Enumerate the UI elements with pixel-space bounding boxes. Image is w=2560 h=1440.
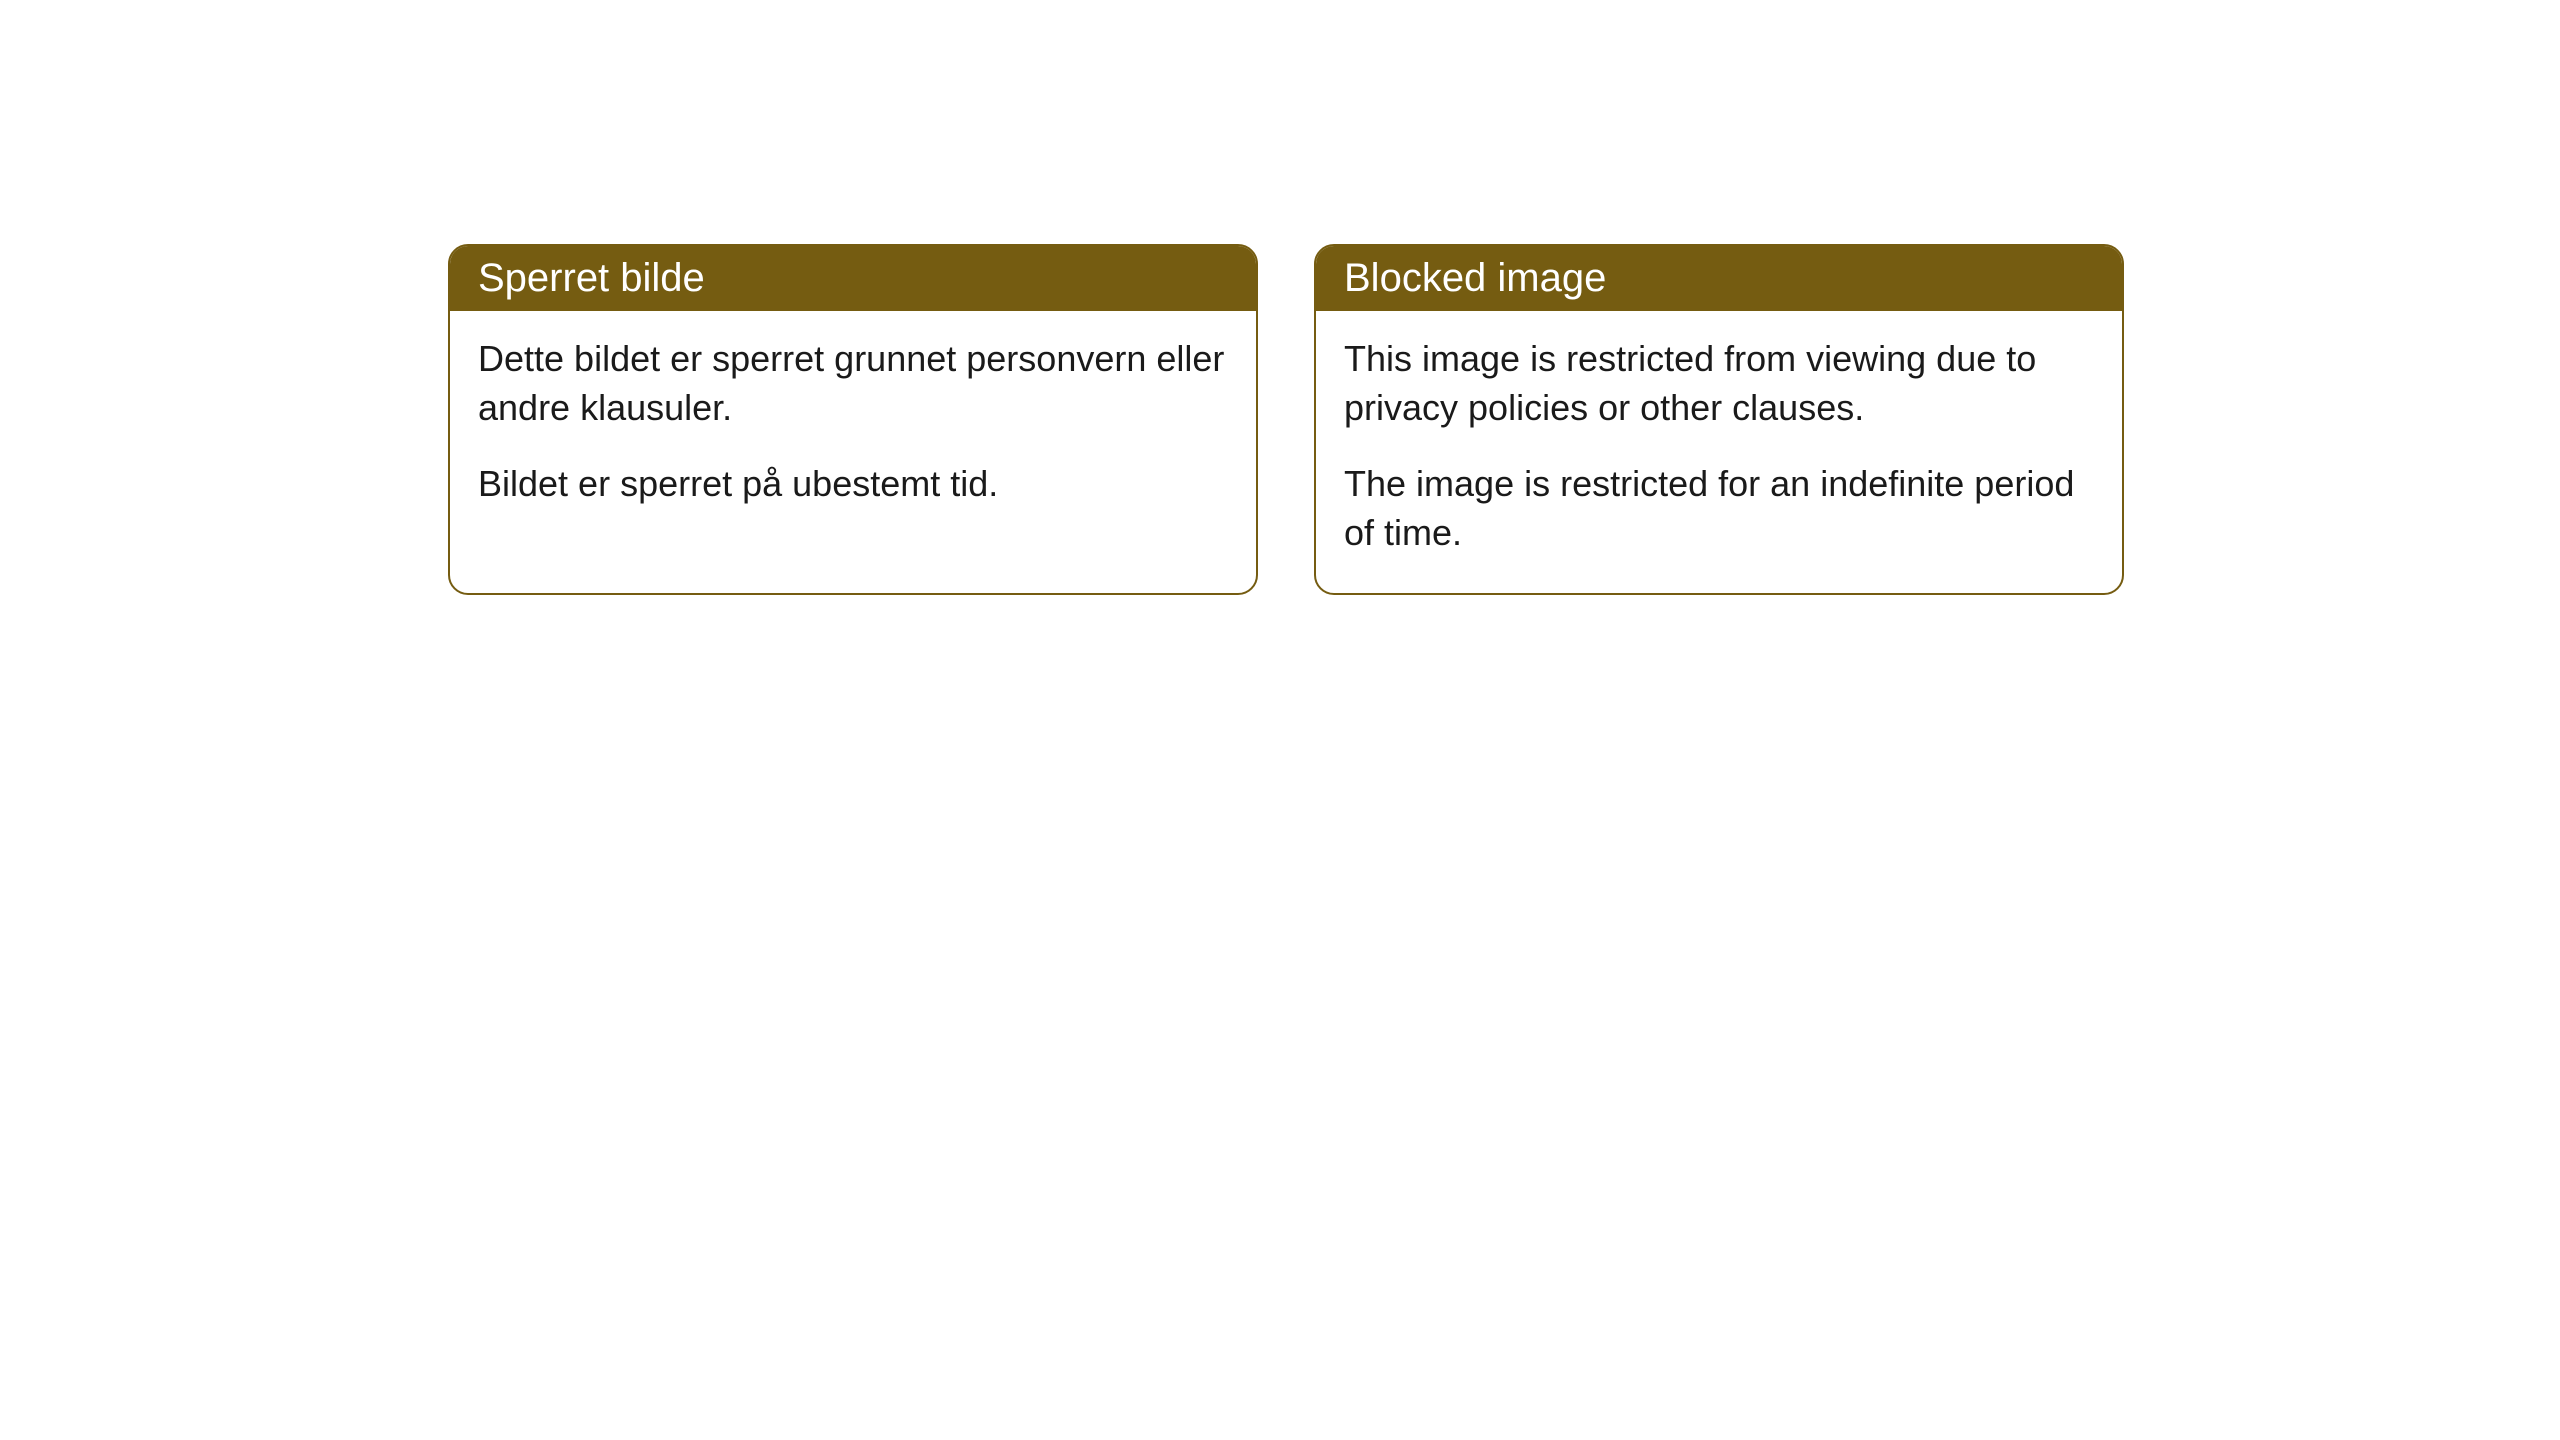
card-paragraph: Bildet er sperret på ubestemt tid.: [478, 460, 1228, 509]
card-paragraph: Dette bildet er sperret grunnet personve…: [478, 335, 1228, 432]
card-paragraph: This image is restricted from viewing du…: [1344, 335, 2094, 432]
blocked-image-card-en: Blocked image This image is restricted f…: [1314, 244, 2124, 595]
card-header: Sperret bilde: [450, 246, 1256, 311]
blocked-image-card-no: Sperret bilde Dette bildet er sperret gr…: [448, 244, 1258, 595]
card-header: Blocked image: [1316, 246, 2122, 311]
card-paragraph: The image is restricted for an indefinit…: [1344, 460, 2094, 557]
card-body: Dette bildet er sperret grunnet personve…: [450, 311, 1256, 545]
cards-container: Sperret bilde Dette bildet er sperret gr…: [0, 0, 2560, 595]
card-body: This image is restricted from viewing du…: [1316, 311, 2122, 593]
